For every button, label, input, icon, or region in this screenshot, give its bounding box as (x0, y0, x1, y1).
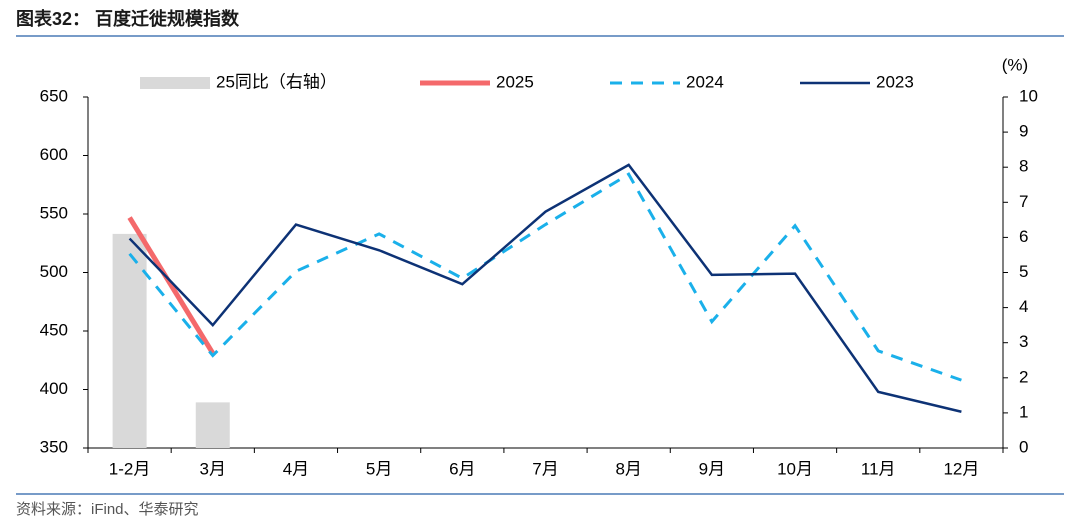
y-tick-label: 400 (40, 379, 68, 398)
y2-axis-label: (%) (1002, 55, 1028, 74)
y-tick-label: 600 (40, 145, 68, 164)
y2-tick-label: 4 (1019, 297, 1028, 316)
x-tick-label: 3月 (200, 459, 226, 478)
x-tick-label: 9月 (699, 459, 725, 478)
y2-tick-label: 8 (1019, 157, 1028, 176)
x-tick-label: 8月 (615, 459, 641, 478)
y2-tick-label: 6 (1019, 227, 1028, 246)
x-tick-label: 5月 (366, 459, 392, 478)
y2-tick-label: 2 (1019, 367, 1028, 386)
x-tick-label: 4月 (283, 459, 309, 478)
legend-label: 25同比（右轴） (216, 72, 337, 91)
line-series (128, 163, 962, 413)
y-tick-label: 650 (40, 86, 68, 105)
legend-label: 2023 (876, 72, 914, 91)
line-series (127, 216, 215, 355)
line-series (128, 172, 962, 382)
x-tick-label: 12月 (943, 459, 979, 478)
x-tick-label: 1-2月 (109, 459, 151, 478)
source: 资料来源：iFind、华泰研究 (16, 501, 199, 518)
chart-title: 图表32： 百度迁徙规模指数 (16, 8, 240, 29)
legend-label: 2025 (496, 72, 534, 91)
legend-swatch (140, 77, 210, 89)
y-tick-label: 500 (40, 262, 68, 281)
bar (112, 233, 147, 448)
y2-tick-label: 9 (1019, 122, 1028, 141)
x-tick-label: 7月 (532, 459, 558, 478)
legend-label: 2024 (686, 72, 724, 91)
y-tick-label: 550 (40, 203, 68, 222)
y2-tick-label: 0 (1019, 437, 1028, 456)
y-tick-label: 350 (40, 437, 68, 456)
x-tick-label: 6月 (449, 459, 475, 478)
x-tick-label: 10月 (777, 459, 813, 478)
y2-tick-label: 1 (1019, 402, 1028, 421)
y2-tick-label: 7 (1019, 192, 1028, 211)
y-tick-label: 450 (40, 320, 68, 339)
y2-tick-label: 3 (1019, 332, 1028, 351)
x-tick-label: 11月 (861, 459, 896, 478)
y2-tick-label: 5 (1019, 262, 1028, 281)
y2-tick-label: 10 (1019, 86, 1038, 105)
bar (195, 402, 230, 448)
